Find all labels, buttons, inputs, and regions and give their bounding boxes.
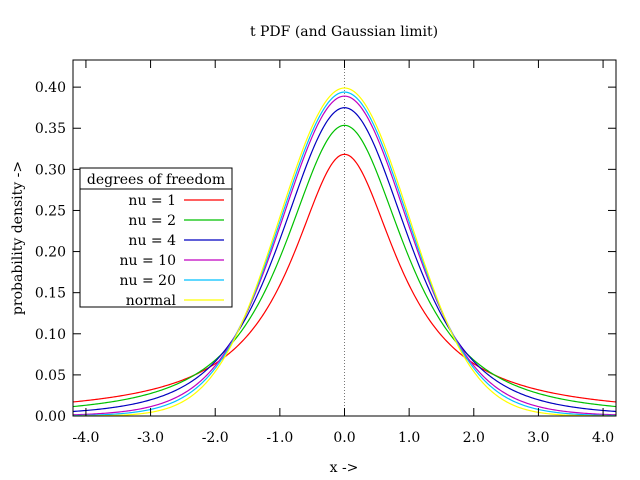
series-lines — [72, 87, 617, 417]
y-tick-label: 0.10 — [35, 327, 66, 343]
y-axis-label: probability density -> — [10, 161, 26, 315]
legend-label: nu = 2 — [128, 213, 176, 229]
legend-label: nu = 4 — [128, 233, 176, 249]
y-tick-label: 0.15 — [35, 286, 66, 302]
y-tick-label: 0.00 — [35, 409, 66, 425]
x-tick-label: 4.0 — [592, 430, 614, 446]
series-line-nu-2 — [72, 124, 617, 408]
x-tick-label: 1.0 — [398, 430, 420, 446]
series-line-nu-1 — [72, 153, 617, 403]
x-tick-label: 2.0 — [463, 430, 485, 446]
legend-label: normal — [126, 293, 177, 309]
legend-label: nu = 1 — [128, 193, 176, 209]
series-line-nu-20 — [72, 91, 617, 417]
x-tick-label: -4.0 — [72, 430, 99, 446]
legend: degrees of freedom nu = 1nu = 2nu = 4nu … — [79, 167, 233, 309]
axes: 0.00 0.05 0.10 0.15 0.20 0.25 0.30 0.35 0.40 -4.0… — [35, 59, 617, 446]
chart-title: t PDF (and Gaussian limit) — [250, 24, 438, 40]
series-line-nu-10 — [72, 95, 617, 416]
y-tick-label: 0.25 — [35, 203, 66, 219]
x-tick-label: 3.0 — [527, 430, 549, 446]
legend-label: nu = 10 — [120, 253, 176, 269]
y-tick-label: 0.40 — [35, 80, 66, 96]
x-tick-label: -3.0 — [137, 430, 164, 446]
x-tick-label: -1.0 — [266, 430, 293, 446]
x-axis-label: x -> — [330, 460, 359, 476]
legend-label: nu = 20 — [120, 273, 176, 289]
x-tick-label: -2.0 — [202, 430, 229, 446]
series-line-normal — [73, 87, 616, 417]
x-tick-label: 0.0 — [333, 430, 355, 446]
y-tick-label: 0.30 — [35, 162, 66, 178]
y-tick-label: 0.20 — [35, 245, 66, 261]
y-tick-label: 0.35 — [35, 121, 66, 137]
legend-title: degrees of freedom — [87, 172, 225, 188]
legend-entries: nu = 1 nu = 2 nu = 4 nu = 10 nu = 20 normal — [120, 193, 224, 309]
series-line-nu-4 — [72, 107, 617, 413]
y-tick-label: 0.05 — [35, 368, 66, 384]
legend-box — [79, 167, 233, 308]
